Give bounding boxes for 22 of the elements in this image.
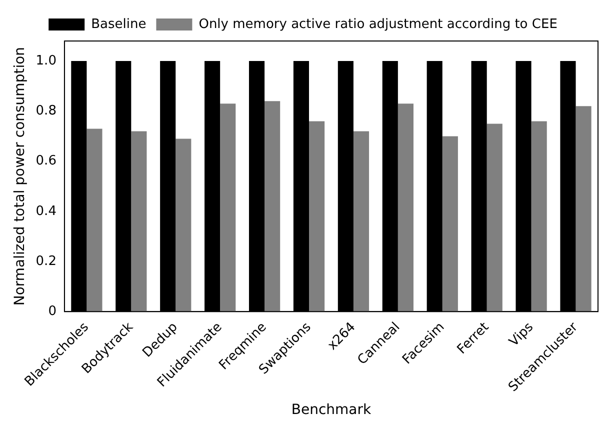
bar (576, 106, 592, 312)
bar (309, 121, 325, 312)
y-tick-label: 0.2 (36, 254, 56, 269)
bar (220, 104, 236, 312)
bar (486, 124, 502, 312)
bar (86, 128, 102, 312)
bar (131, 131, 147, 312)
y-axis-title: Normalized total power consumption (12, 46, 28, 306)
y-tick-label: 0.4 (36, 204, 56, 219)
y-tick-label: 0.8 (36, 104, 56, 119)
y-tick-label: 0.6 (36, 154, 56, 169)
y-tick-label: 1.0 (36, 53, 56, 68)
legend-label: Only memory active ratio adjustment according to CEE (198, 16, 558, 32)
bar (176, 138, 192, 312)
bar (531, 121, 547, 312)
x-axis-title: Benchmark (291, 402, 372, 418)
bar (398, 104, 414, 312)
bar (353, 131, 370, 312)
bar (264, 101, 280, 312)
y-tick-label: 0 (48, 304, 56, 320)
bar (442, 136, 458, 312)
legend-label: Baseline (91, 16, 146, 32)
